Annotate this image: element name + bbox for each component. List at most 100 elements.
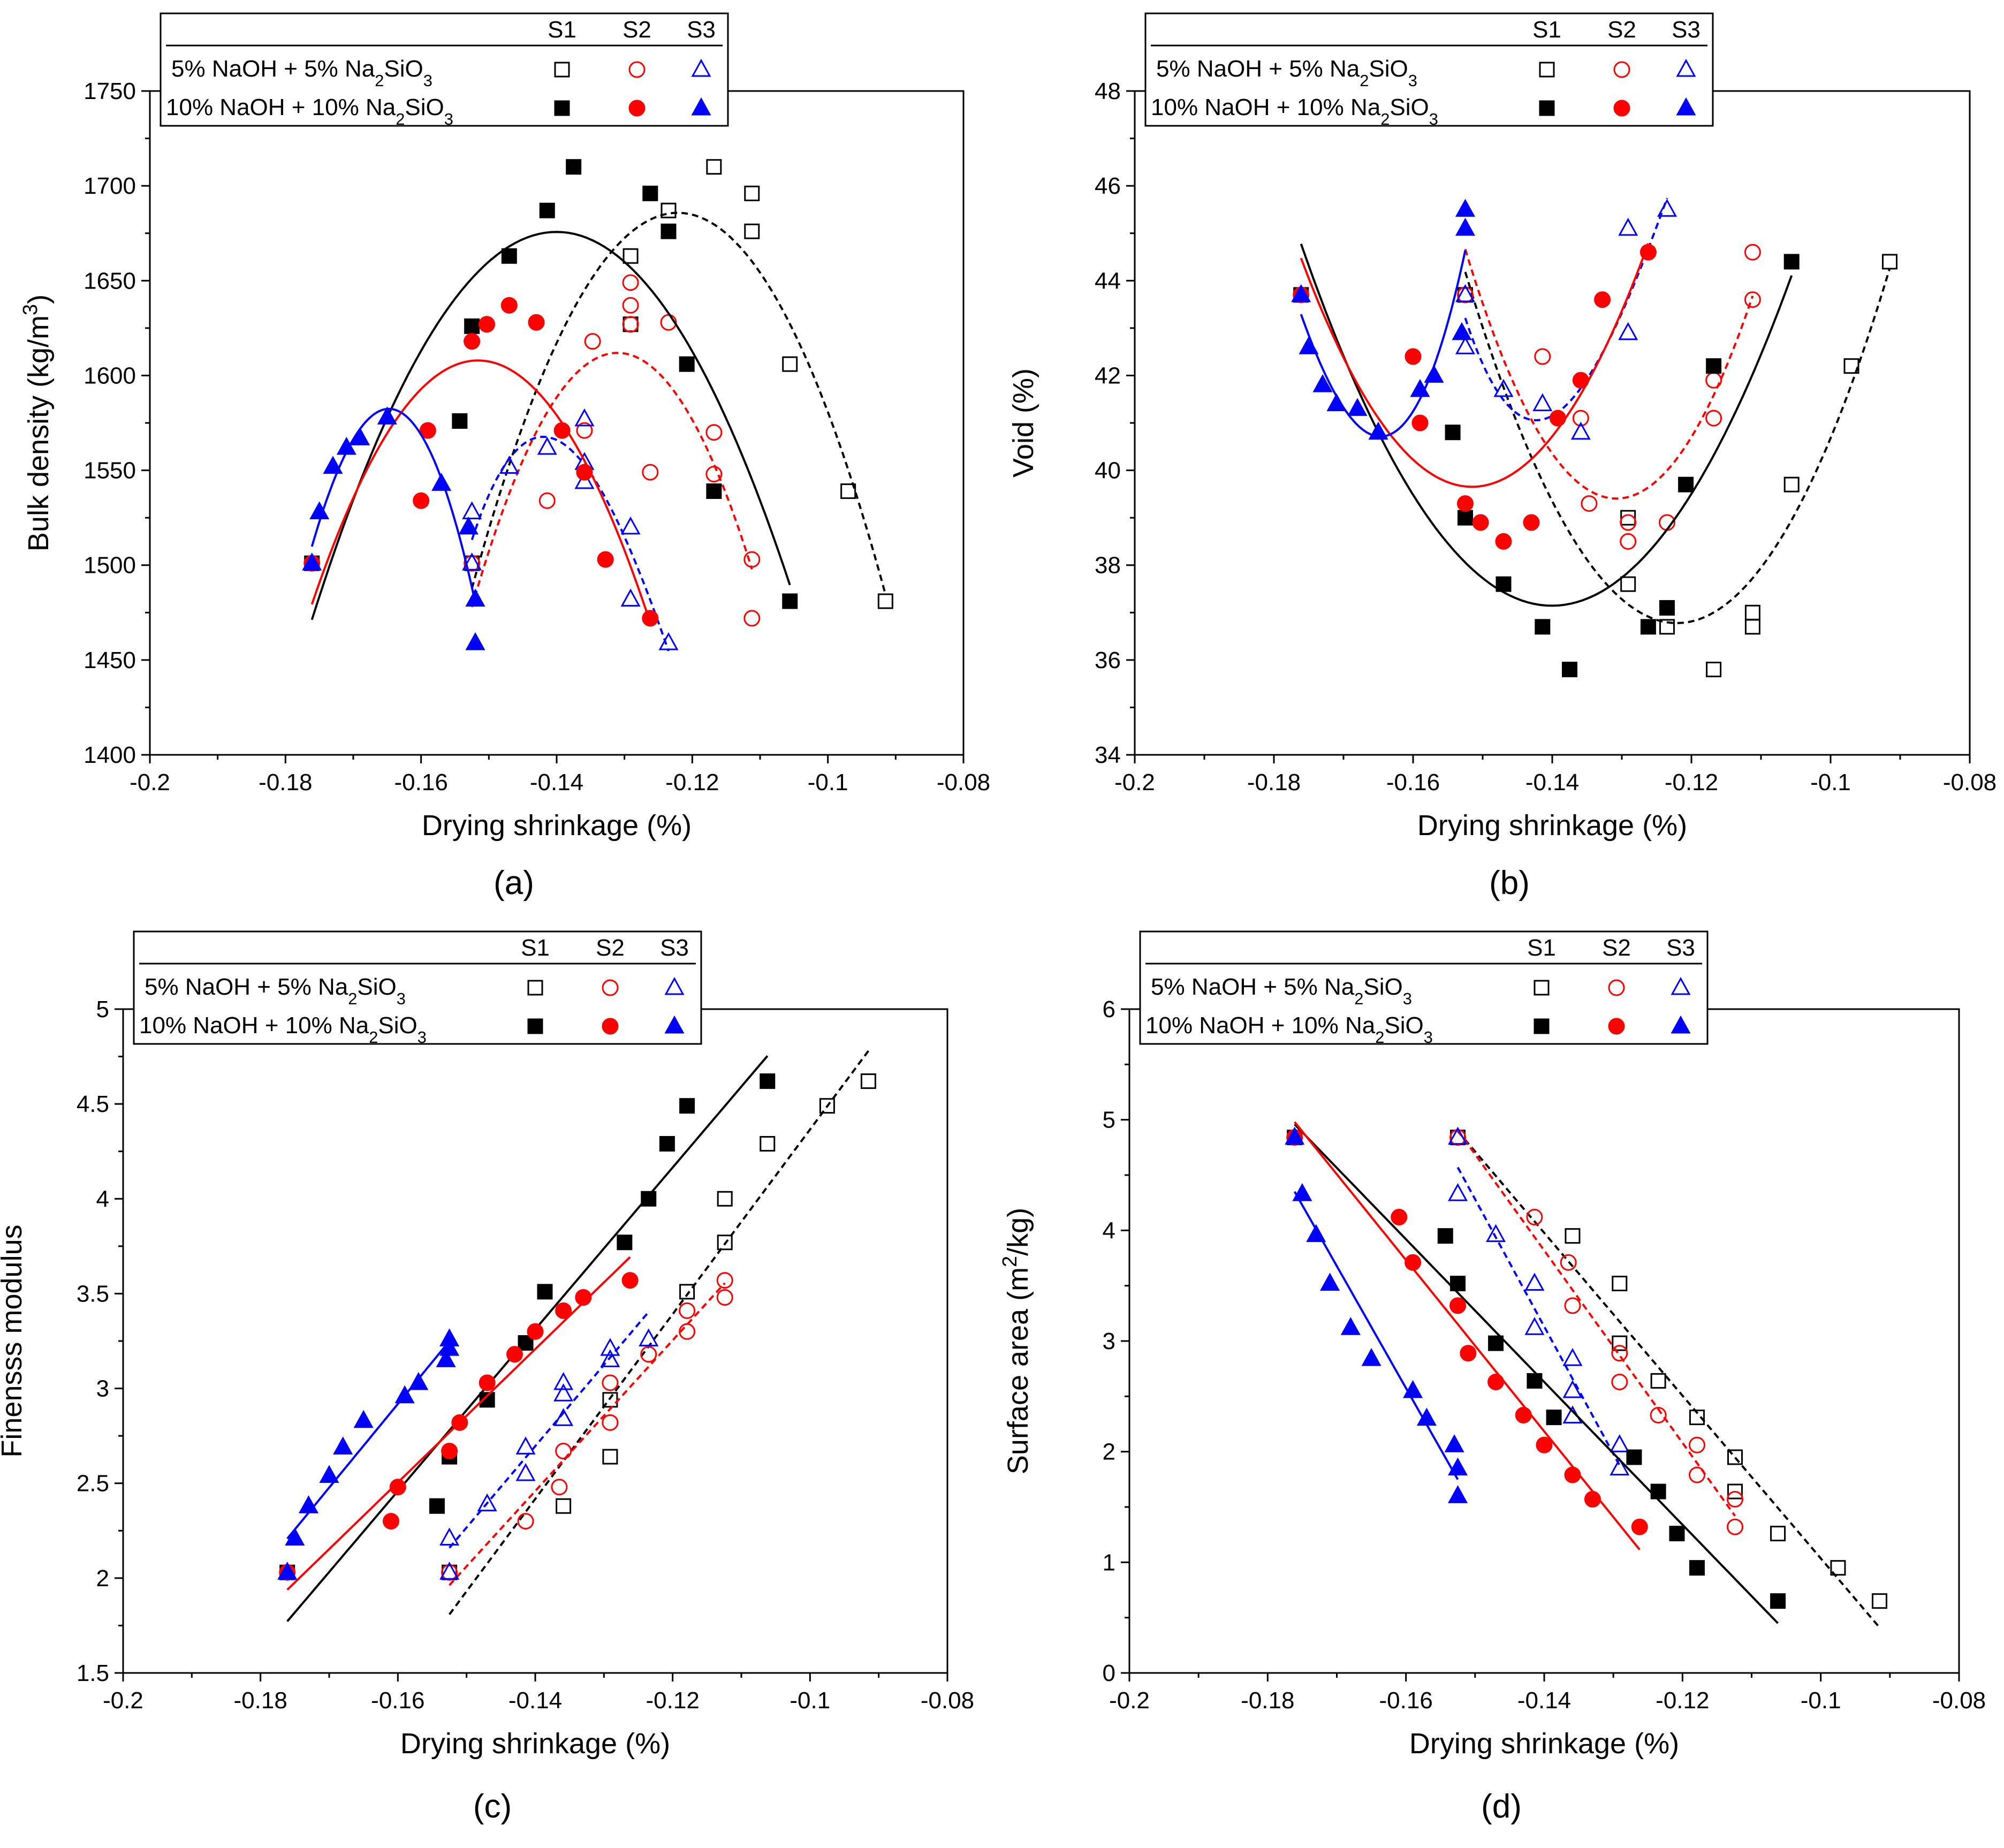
data-point-s1 (819, 1098, 835, 1114)
data-point-s3 (462, 501, 482, 520)
data-point-s2 (576, 464, 593, 481)
data-point-s3 (499, 456, 519, 474)
data-point-s3 (1486, 1224, 1506, 1243)
data-point-s3 (620, 516, 641, 535)
plot-frame (149, 90, 965, 756)
data-point-s3 (1285, 1126, 1305, 1145)
data-point-s3 (302, 552, 322, 571)
data-point-s3 (1320, 1273, 1340, 1291)
panel-letter: (c) (473, 1788, 512, 1825)
y-axis-label: Void (%) (1007, 368, 1039, 478)
legend-marker-s3 (1676, 97, 1696, 116)
data-point-s1 (661, 202, 677, 218)
y-tick-label: 44 (1095, 268, 1121, 294)
data-point-s1 (539, 202, 555, 218)
fit-line-s2-5pct (1456, 1130, 1736, 1517)
fit-line-s2-5pct (449, 1282, 726, 1586)
legend-row-label: 10% NaOH + 10% Na2SiO3 (1151, 94, 1438, 128)
data-point-s2 (1744, 291, 1761, 308)
data-point-s2 (551, 1479, 568, 1496)
data-point-s1 (1882, 254, 1897, 270)
data-point-s2 (1495, 533, 1512, 550)
x-tick-label: -0.1 (808, 769, 848, 796)
legend-row-label: 5% NaOH + 5% Na2SiO3 (1151, 974, 1412, 1008)
data-point-s3 (1447, 1457, 1468, 1476)
data-point-s1 (501, 248, 517, 264)
data-point-s1 (1783, 476, 1800, 493)
data-point-s2 (555, 1442, 572, 1459)
fit-line-s1-5pct (448, 1050, 870, 1615)
data-point-s1 (1437, 1228, 1453, 1244)
data-point-s1 (464, 318, 480, 334)
fit-line-s1-10pct (1300, 243, 1793, 607)
data-point-s3 (1410, 378, 1430, 397)
y-tick-label: 1700 (84, 173, 136, 199)
data-point-s3 (1403, 1380, 1423, 1398)
legend-marker-s1 (1539, 100, 1555, 116)
data-point-s1 (706, 483, 722, 499)
data-point-s1 (679, 356, 695, 372)
fit-line-s1-5pct (470, 211, 887, 595)
data-point-s2 (1594, 291, 1611, 308)
data-point-s1 (1706, 358, 1722, 374)
data-point-s2 (441, 1442, 458, 1459)
data-point-s2 (1572, 410, 1589, 427)
data-point-s3 (436, 1349, 456, 1367)
data-point-s3 (600, 1349, 620, 1367)
y-tick-label: 0 (1103, 1660, 1115, 1686)
data-point-s1 (1546, 1410, 1562, 1426)
x-tick-label: -0.16 (1386, 769, 1440, 796)
data-point-s3 (553, 1408, 574, 1426)
data-point-s1 (537, 1284, 553, 1300)
data-point-s2 (1526, 1209, 1543, 1226)
data-point-s3 (620, 588, 641, 607)
data-point-s3 (377, 406, 397, 425)
data-point-s1 (1445, 425, 1461, 441)
data-point-s1 (1659, 600, 1675, 616)
data-point-s3 (333, 1436, 353, 1455)
x-tick-label: -0.14 (1517, 1687, 1571, 1714)
data-point-s3 (350, 427, 370, 445)
panel-letter: (d) (1481, 1788, 1522, 1825)
x-tick-label: -0.16 (394, 769, 448, 796)
data-point-s3 (553, 1383, 574, 1402)
x-tick-label: -0.14 (1525, 769, 1579, 796)
plot-area (1285, 1121, 1887, 1629)
legend-marker-s3 (1671, 1015, 1691, 1034)
data-point-s3 (439, 1562, 460, 1580)
y-tick-label: 3 (1103, 1328, 1115, 1354)
y-tick-label: 46 (1095, 173, 1121, 199)
data-point-s3 (1368, 421, 1388, 440)
fit-line-s1-5pct (1456, 1130, 1881, 1629)
data-point-s3 (1562, 1405, 1583, 1424)
y-tick-label: 6 (1103, 996, 1115, 1023)
data-point-s3 (639, 1328, 659, 1346)
data-point-s3 (1657, 199, 1677, 217)
data-point-s1 (659, 1136, 675, 1152)
y-tick-label: 2 (1103, 1439, 1115, 1465)
legend-header: S3 (660, 935, 689, 961)
data-point-s2 (527, 1323, 544, 1340)
y-axis-label: Bulk density (kg/m3) (19, 294, 55, 551)
legend: S1 S2 S3 5% NaOH + 5% Na2SiO3 10% NaOH + 10%… (1139, 930, 1709, 1047)
data-point-s2 (1515, 1406, 1532, 1423)
legend-marker-s3 (1671, 976, 1691, 995)
data-point-s2 (1705, 372, 1722, 389)
data-point-s2 (1727, 1518, 1743, 1535)
panel-letter: (b) (1489, 865, 1530, 902)
data-point-s3 (439, 1527, 460, 1546)
data-point-s2 (705, 424, 723, 441)
legend: S1 S2 S3 5% NaOH + 5% Na2SiO3 10% NaOH + 10%… (1144, 12, 1714, 128)
data-point-s2 (1457, 495, 1474, 512)
data-point-s1 (782, 356, 798, 372)
chart-panel-b: -0.2 -0.18 -0.16 -0.14 -0.12 -0.1 -0.08 34 36 38 4… (1007, 12, 1997, 902)
data-point-s1 (452, 413, 468, 429)
data-point-s3 (1447, 1183, 1468, 1201)
chart-panel-c: -0.2 -0.18 -0.16 -0.14 -0.12 -0.1 -0.08 1.5 2 2.5… (0, 930, 974, 1825)
data-point-s2 (538, 492, 556, 509)
data-point-s2 (451, 1414, 468, 1431)
data-point-s1 (1678, 476, 1694, 493)
y-tick-label: 40 (1095, 458, 1121, 484)
legend-header: S1 (1527, 935, 1556, 961)
